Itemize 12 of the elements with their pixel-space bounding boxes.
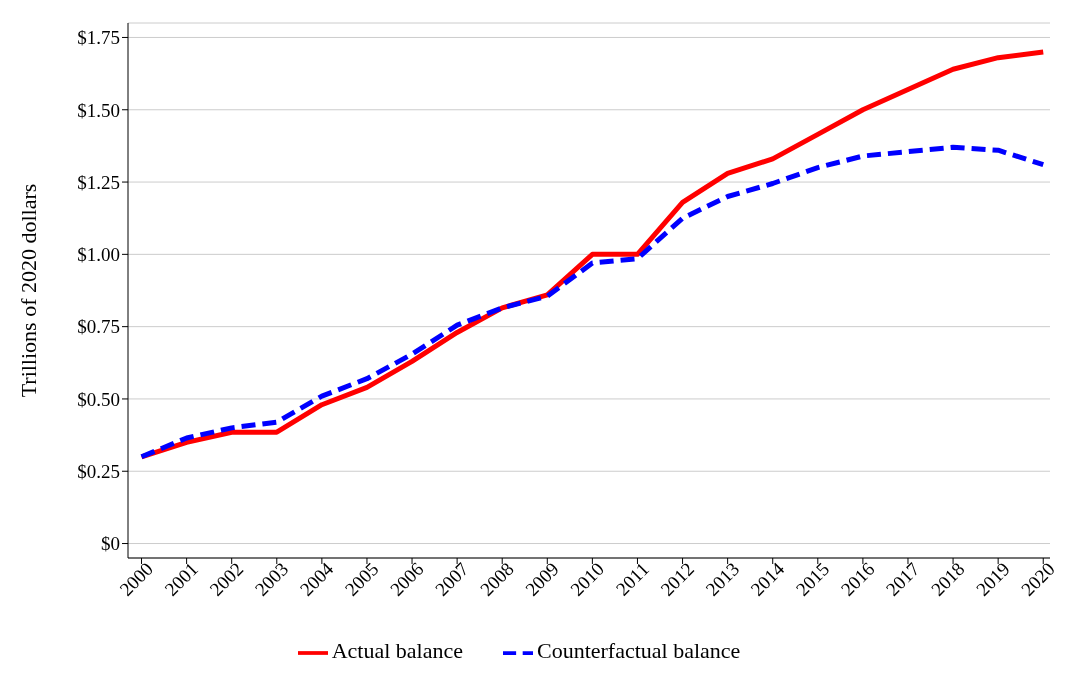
y-tick-label: $1.50: [77, 99, 120, 121]
legend-label: Counterfactual balance: [536, 638, 741, 664]
x-tick-label: 2011: [611, 558, 654, 600]
y-tick-label: $1.75: [77, 27, 120, 49]
y-tick-label: $0: [101, 533, 120, 555]
y-tick-label: $1.00: [77, 244, 120, 266]
y-tick-label: $0.25: [77, 460, 120, 482]
legend-label: Actual balance: [331, 638, 463, 664]
y-tick-label: $1.25: [77, 171, 120, 193]
y-tick-label: $0.75: [77, 316, 120, 338]
y-axis-title: Trillions of 2020 dollars: [15, 183, 41, 398]
y-tick-label: $0.50: [77, 388, 120, 410]
